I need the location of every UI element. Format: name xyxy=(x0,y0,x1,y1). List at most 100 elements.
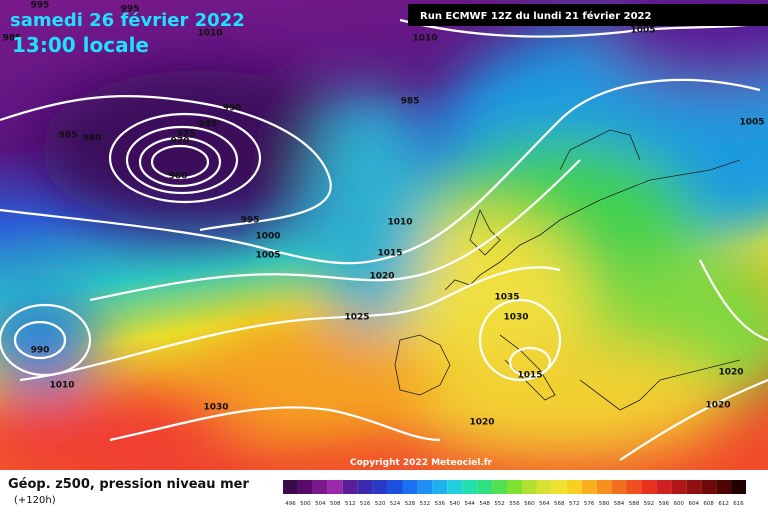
legend-title: Géop. z500, pression niveau mer xyxy=(8,477,249,492)
colorbar-label: 560 xyxy=(524,501,535,507)
colorbar-label: 600 xyxy=(674,501,685,507)
isobar-label: 1005 xyxy=(739,118,764,128)
colorbar-label: 544 xyxy=(464,501,475,507)
colorbar-swatch xyxy=(716,480,732,494)
colorbar-label: 572 xyxy=(569,501,580,507)
colorbar-label: 528 xyxy=(405,501,416,507)
colorbar-label: 524 xyxy=(390,501,401,507)
isobar-label: 990 xyxy=(31,346,50,356)
colorbar-swatch xyxy=(462,480,478,494)
colorbar-label: 616 xyxy=(733,501,744,507)
isobar-label: 1020 xyxy=(705,401,730,411)
colorbar-swatch xyxy=(342,480,358,494)
isobar-label: 995 xyxy=(241,216,260,226)
colorbar-label: 540 xyxy=(450,501,461,507)
isobar-label: 985 xyxy=(401,97,420,107)
colorbar-swatch xyxy=(312,480,328,494)
date-title: samedi 26 février 2022 xyxy=(10,10,245,31)
colorbar-swatch xyxy=(521,480,537,494)
isobar-label: 1005 xyxy=(255,251,280,261)
colorbar-swatch xyxy=(432,480,448,494)
colorbar-swatch xyxy=(507,480,522,494)
colorbar-swatch xyxy=(297,480,313,494)
colorbar-label: 516 xyxy=(360,501,371,507)
colorbar-swatch xyxy=(581,480,597,494)
colorbar-label: 512 xyxy=(345,501,356,507)
colorbar-swatch xyxy=(551,480,567,494)
colorbar-label: 568 xyxy=(554,501,565,507)
isobar-label: 1005 xyxy=(630,26,655,36)
colorbar-swatch xyxy=(357,480,373,494)
colorbar-swatch xyxy=(417,480,433,494)
colorbar-swatch xyxy=(327,480,343,494)
isobar-label: 995 xyxy=(121,5,140,15)
run-label: Run ECMWF 12Z du lundi 21 février 2022 xyxy=(420,10,652,22)
colorbar-swatch xyxy=(492,480,508,494)
colorbar-label: 520 xyxy=(375,501,386,507)
colorbar-label: 532 xyxy=(420,501,431,507)
isobar-label: 1015 xyxy=(377,249,402,259)
colorbar-swatch xyxy=(686,480,702,494)
colorbar-label: 584 xyxy=(614,501,625,507)
colorbar-swatch xyxy=(641,480,657,494)
isobar-label: 1010 xyxy=(412,34,437,44)
isobars xyxy=(0,18,768,461)
isobar-label: 980 xyxy=(83,134,102,144)
colorbar-swatch xyxy=(701,480,717,494)
isobar-label: 1000 xyxy=(255,232,280,242)
copyright: Copyright 2022 Meteociel.fr xyxy=(350,458,493,468)
colorbar-swatch xyxy=(477,480,493,494)
colorbar-swatch xyxy=(387,480,403,494)
isobar-label: 1010 xyxy=(197,29,222,39)
colorbar-label: 612 xyxy=(718,501,729,507)
colorbar-swatch xyxy=(447,480,463,494)
colorbar-swatch xyxy=(372,480,388,494)
colorbar-label: 556 xyxy=(509,501,520,507)
colorbar-swatch xyxy=(566,480,582,494)
isobar-label: 1035 xyxy=(494,293,519,303)
colorbar-label: 608 xyxy=(703,501,714,507)
colorbar: 496 500 504 508 512 516 520 524 528 532 536 540 544 5… xyxy=(283,480,746,507)
isobar-label: 1020 xyxy=(369,272,394,282)
isobar-label: 995 xyxy=(31,1,50,11)
isobar-label: 960 xyxy=(169,172,188,182)
isobar-label: 1020 xyxy=(469,418,494,428)
isobar-label: 1030 xyxy=(203,403,228,413)
colorbar-label: 592 xyxy=(644,501,655,507)
colorbar-swatch xyxy=(656,480,672,494)
run-banner xyxy=(408,4,768,26)
colorbar-label: 508 xyxy=(330,501,341,507)
isobar-label: 985 xyxy=(3,34,22,44)
colorbar-label: 536 xyxy=(435,501,446,507)
forecast-range: (+120h) xyxy=(14,495,56,506)
coastlines xyxy=(394,129,741,411)
colorbar-label: 588 xyxy=(629,501,640,507)
isobar-label: 985 xyxy=(59,131,78,141)
colorbar-swatch xyxy=(611,480,627,494)
colorbar-swatch xyxy=(731,480,746,494)
isobar-label: 1010 xyxy=(49,381,74,391)
isobar-label: 975 xyxy=(177,130,196,140)
colorbar-swatch xyxy=(671,480,687,494)
isobar-label: 1010 xyxy=(387,218,412,228)
isobar-label: 1025 xyxy=(344,313,369,323)
colorbar-label: 596 xyxy=(659,501,670,507)
colorbar-swatch xyxy=(402,480,418,494)
colorbar-swatch xyxy=(536,480,552,494)
isobar-label: 970 xyxy=(171,137,190,147)
isobar-label: 990 xyxy=(223,104,242,114)
colorbar-label: 576 xyxy=(584,501,595,507)
isobar-label: 1015 xyxy=(517,371,542,381)
colorbar-label: 500 xyxy=(300,501,311,507)
colorbar-label: 604 xyxy=(688,501,699,507)
isobar-label: 1020 xyxy=(718,368,743,378)
colorbar-label: 496 xyxy=(285,501,296,507)
colorbar-label: 564 xyxy=(539,501,550,507)
colorbar-label: 552 xyxy=(494,501,505,507)
colorbar-swatch xyxy=(596,480,612,494)
geopotential-field xyxy=(0,0,768,490)
colorbar-swatch xyxy=(283,480,298,494)
colorbar-swatch xyxy=(626,480,642,494)
